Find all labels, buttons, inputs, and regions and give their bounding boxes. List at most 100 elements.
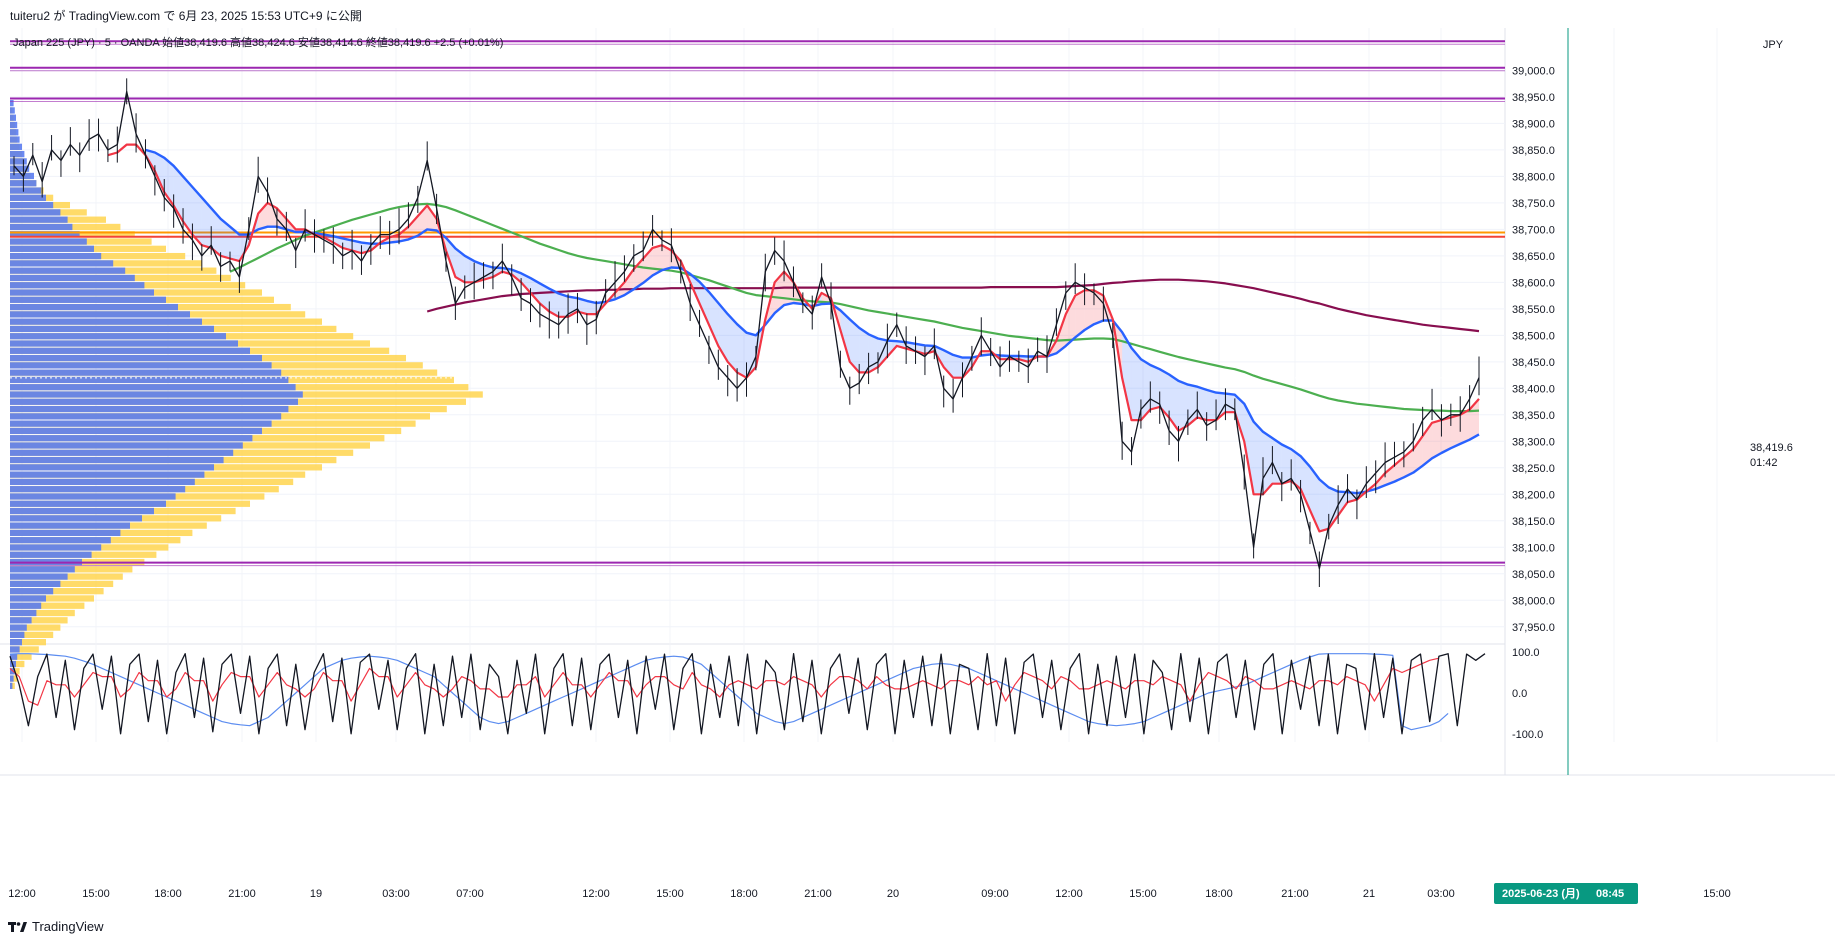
volume-bar-up	[10, 107, 15, 114]
stoch-k-line	[9, 653, 1486, 735]
volume-bar-up	[10, 172, 34, 180]
price-tick-label: 38,850.0	[1512, 145, 1555, 157]
volume-bar-up	[10, 646, 20, 653]
price-tick-label: 38,700.0	[1512, 224, 1555, 236]
ema-cloud-segment	[464, 255, 475, 283]
volume-bar-up	[10, 340, 238, 347]
volume-bar-up	[10, 260, 114, 267]
symbol-legend: Japan 225 (JPY) · 5 · OANDA 始値38,419.6 高…	[13, 35, 503, 49]
volume-bar-up	[10, 464, 214, 471]
volume-bar-total	[10, 624, 61, 631]
volume-bar-up	[10, 413, 282, 420]
volume-bar-up	[10, 456, 224, 464]
volume-bar-up	[10, 325, 214, 333]
volume-bar-up	[10, 478, 195, 486]
ema-cloud-segment	[1253, 421, 1264, 495]
time-tick-label: 15:00	[1129, 888, 1157, 900]
volume-bar-up	[10, 267, 126, 274]
time-tick-label: 03:00	[382, 888, 410, 900]
volume-bar-up	[10, 121, 18, 129]
time-tick-label: 07:00	[456, 888, 484, 900]
stoch-tick-label: -100.0	[1512, 729, 1543, 741]
volume-bar-up	[10, 573, 68, 580]
ema-cloud-segment	[1460, 409, 1470, 444]
ema-cloud-segment	[699, 281, 709, 325]
volume-bar-up	[10, 420, 272, 427]
time-tick-label: 03:00	[1427, 888, 1455, 900]
ema-cloud-segment	[774, 271, 785, 314]
volume-bar-up	[10, 449, 234, 456]
ema-cloud-segment	[1084, 290, 1094, 331]
volume-bar-total	[10, 660, 25, 668]
volume-bar-up	[10, 631, 25, 639]
volume-bar-up	[10, 333, 226, 340]
currency-label[interactable]: JPY	[1763, 39, 1784, 51]
volume-bar-up	[10, 216, 68, 223]
ema-cloud-segment	[1385, 465, 1395, 486]
tradingview-brand[interactable]: TradingView	[8, 919, 104, 934]
time-tick-label: 20	[887, 888, 899, 900]
volume-bar-up	[10, 588, 54, 595]
ema-cloud-segment	[737, 324, 747, 378]
ema-cloud-segment	[953, 354, 963, 378]
volume-bar-up	[10, 471, 205, 478]
volume-bar-up	[10, 486, 186, 493]
ema-cloud-segment	[417, 205, 428, 236]
publish-bar: tuiteru2 が TradingView.com で 6月 23, 2025…	[0, 0, 1835, 28]
brand-text: TradingView	[32, 919, 104, 934]
ema-cloud-segment	[1159, 369, 1170, 418]
volume-bar-up	[10, 580, 61, 588]
price-tick-label: 38,400.0	[1512, 383, 1555, 395]
ema-cloud-segment	[727, 314, 738, 373]
volume-bar-total	[10, 653, 32, 660]
price-line	[13, 78, 1480, 588]
price-tick-label: 38,750.0	[1512, 198, 1555, 210]
ema-cloud-segment	[1140, 359, 1151, 421]
ema-cloud-segment	[1093, 290, 1104, 325]
tradingview-logo-icon	[8, 921, 27, 932]
time-tick-label: 21:00	[1281, 888, 1309, 900]
ema-cloud-segment	[455, 248, 465, 283]
ema-cloud-segment	[474, 261, 484, 283]
volume-bar-total	[10, 617, 68, 624]
time-tick-label: 12:00	[582, 888, 610, 900]
ema-cloud-segment	[1075, 290, 1085, 338]
chart-canvas[interactable]: 37,950.0 38,000.0 38,050.0 38,100.0 38,150.0…	[0, 0, 1835, 912]
time-tick-label: 18:00	[730, 888, 758, 900]
ma-maroon-line	[426, 278, 1480, 333]
ema-cloud-segment	[164, 157, 174, 206]
ema-cloud-segment	[943, 350, 954, 378]
volume-bar-up	[10, 551, 92, 558]
price-tick-label: 38,150.0	[1512, 516, 1555, 528]
ema-cloud-segment	[577, 298, 587, 315]
ema-cloud-segment	[1206, 389, 1217, 421]
ema-cloud-segment	[220, 218, 230, 259]
price-tick-label: 38,650.0	[1512, 251, 1555, 263]
price-tick-label: 38,950.0	[1512, 92, 1555, 104]
ema-cloud-segment	[708, 291, 719, 346]
footer: TradingView	[0, 912, 1835, 941]
ema-cloud-segment	[1450, 414, 1461, 449]
ema-cloud-segment	[399, 226, 409, 242]
volume-bar-up	[10, 442, 243, 449]
price-tick-label: 38,000.0	[1512, 595, 1555, 607]
ma-green-line	[229, 202, 1480, 413]
price-tick-label: 38,200.0	[1512, 489, 1555, 501]
price-tick-label: 38,350.0	[1512, 410, 1555, 422]
ema-cloud-segment	[1441, 417, 1451, 453]
volume-bar-total	[10, 639, 46, 646]
price-close-line	[13, 90, 1480, 570]
volume-bar-up	[10, 289, 154, 296]
stoch-tick-label: 100.0	[1512, 647, 1540, 659]
ema-cloud-segment	[746, 332, 756, 378]
ema-cloud-segment	[1263, 431, 1273, 495]
ema-cloud-segment	[549, 288, 559, 317]
time-tick-label: 18:00	[154, 888, 182, 900]
volume-bar-up	[10, 376, 289, 384]
price-axis: 37,950.0 38,000.0 38,050.0 38,100.0 38,150.0…	[1512, 65, 1555, 740]
ema-cloud-segment	[201, 197, 212, 248]
ema-cloud-segment	[154, 152, 165, 193]
ema-cloud-segment	[1244, 403, 1254, 495]
volume-bar-up	[10, 537, 111, 544]
time-tick-label: 21:00	[228, 888, 256, 900]
